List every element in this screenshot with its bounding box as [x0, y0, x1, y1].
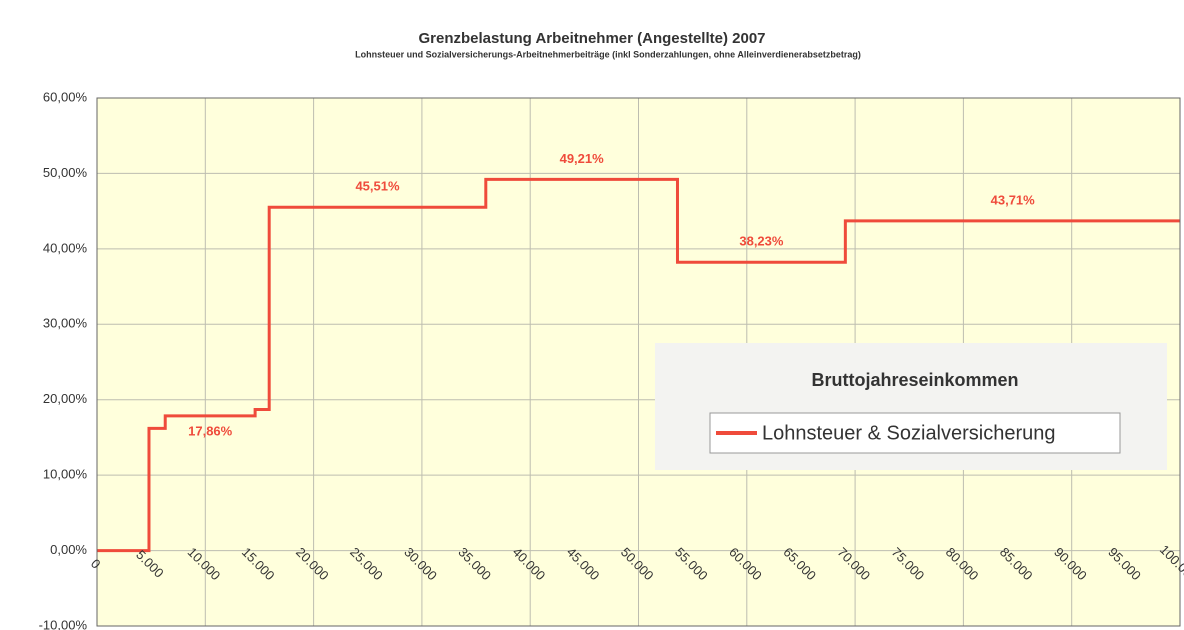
y-tick-label: 60,00% [43, 89, 88, 104]
plot-border [96, 97, 1181, 627]
y-tick-label: 20,00% [43, 391, 88, 406]
y-tick-label: 0,00% [50, 542, 87, 557]
data-label: 43,71% [991, 192, 1036, 207]
y-tick-label: 50,00% [43, 165, 88, 180]
data-label: 45,51% [355, 179, 400, 194]
marks: 17,86% 45,51% 49,21% 38,23% 43,71% [97, 151, 1180, 553]
y-tick-label: -10,00% [39, 617, 88, 630]
data-label: 17,86% [188, 423, 233, 438]
y-tick-label: 10,00% [43, 467, 88, 482]
data-label: 49,21% [560, 151, 605, 166]
y-tick-label: 40,00% [43, 240, 88, 255]
legend-label: Lohnsteuer & Sozialversicherung [762, 422, 1056, 444]
chart-subtitle: Lohnsteuer und Sozialversicherungs-Arbei… [355, 49, 861, 59]
chart-title: Grenzbelastung Arbeitnehmer (Angestellte… [418, 30, 765, 47]
legend-title: Bruttojahreseinkommen [811, 370, 1018, 390]
y-tick-label: 30,00% [43, 316, 88, 331]
legend-entry-box [709, 412, 1121, 454]
data-label: 38,23% [739, 234, 784, 249]
legend: Bruttojahreseinkommen Lohnsteuer & Sozia… [655, 343, 1167, 470]
line-series [97, 177, 1180, 553]
